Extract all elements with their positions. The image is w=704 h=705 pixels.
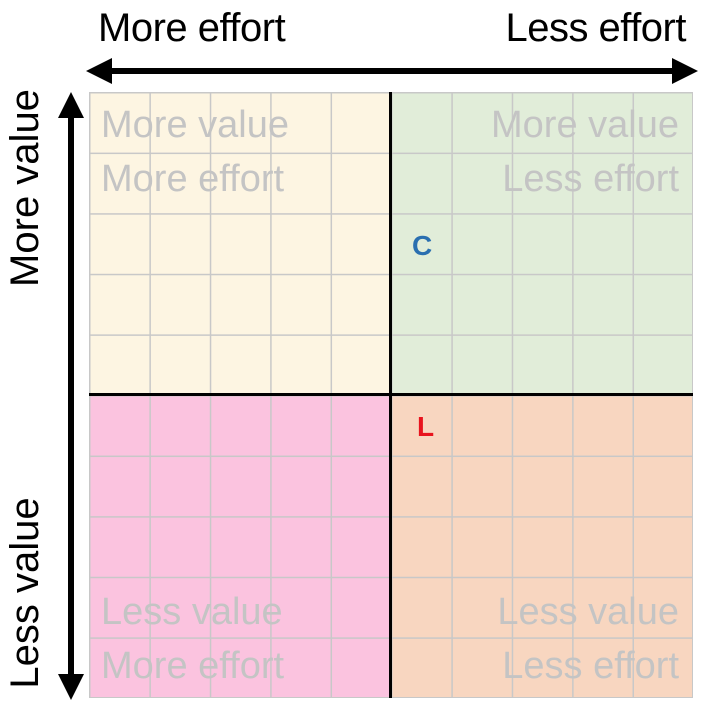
marker-c: C bbox=[412, 230, 433, 261]
quadrant-top-left-line2: More effort bbox=[101, 158, 285, 200]
marker-l: L bbox=[417, 411, 435, 442]
quadrant-top-right-line2: Less effort bbox=[502, 158, 679, 200]
quadrant-top-left-text: More value More effort bbox=[101, 98, 289, 206]
horizontal-divider bbox=[89, 393, 693, 396]
quadrant-bottom-left-line2: More effort bbox=[101, 645, 285, 687]
top-axis-right-label: Less effort bbox=[505, 6, 686, 50]
quadrant-top-left-line1: More value bbox=[101, 104, 289, 146]
quadrant-bottom-right-text: Less value Less effort bbox=[497, 585, 679, 693]
quadrant-bottom-left-line1: Less value bbox=[101, 591, 283, 633]
quadrant-bottom-right-line1: Less value bbox=[497, 591, 679, 633]
vertical-double-arrow bbox=[58, 92, 84, 700]
quadrant-top-right-text: More value Less effort bbox=[491, 98, 679, 206]
side-axis-bottom-label: Less value bbox=[3, 497, 47, 689]
horizontal-double-arrow bbox=[86, 58, 698, 84]
quadrant-bottom-left-text: Less value More effort bbox=[101, 585, 284, 693]
quadrant-bottom-right-line2: Less effort bbox=[502, 645, 679, 687]
quadrant-top-right-line1: More value bbox=[491, 104, 679, 146]
side-axis-top-label: More value bbox=[3, 89, 47, 287]
top-axis-left-label: More effort bbox=[98, 6, 286, 50]
